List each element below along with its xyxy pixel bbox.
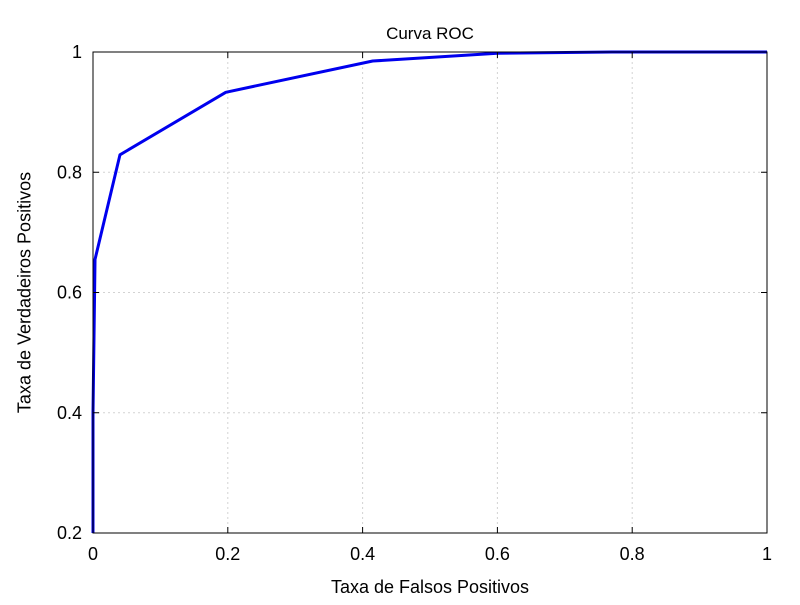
y-tick-label: 0.4 <box>57 403 82 423</box>
x-tick-label: 0.4 <box>350 544 375 564</box>
x-tick-label: 0.8 <box>620 544 645 564</box>
x-tick-label: 0.6 <box>485 544 510 564</box>
chart-title: Curva ROC <box>386 24 474 43</box>
grid-lines <box>93 52 767 533</box>
y-tick-label: 0.2 <box>57 523 82 543</box>
x-tick-label: 0 <box>88 544 98 564</box>
x-tick-label: 1 <box>762 544 772 564</box>
y-tick-label: 1 <box>72 42 82 62</box>
y-axis-title: Taxa de Verdadeiros Positivos <box>14 172 34 413</box>
y-tick-label: 0.6 <box>57 283 82 303</box>
ticks: 0 0.2 0.4 0.6 0.8 1 0.2 0.4 0.6 0.8 1 <box>57 42 772 564</box>
x-axis-title: Taxa de Falsos Positivos <box>331 577 529 597</box>
x-tick-label: 0.2 <box>215 544 240 564</box>
y-tick-label: 0.8 <box>57 162 82 182</box>
